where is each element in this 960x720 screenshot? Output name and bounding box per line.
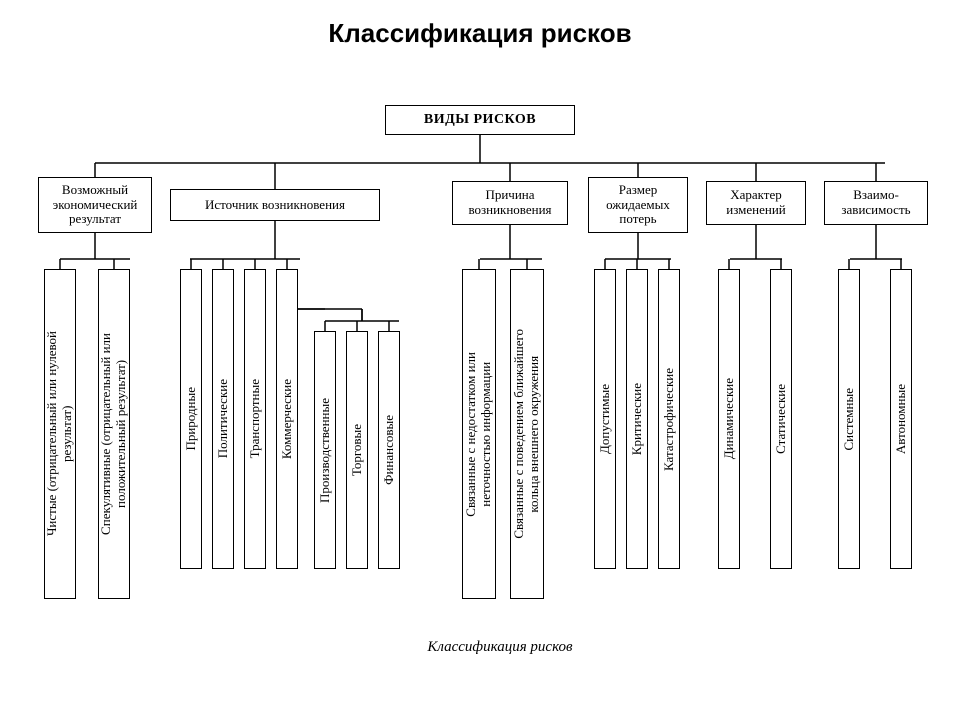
leaf-speculative: Спекулятивные (отрицательный или положит… [98,269,130,599]
category-interdep: Взаимо-зависимость [824,181,928,225]
diagram-canvas: ВИДЫ РИСКОВ Возможныйэкономическийрезульт… [0,49,960,689]
leaf-dynamic: Динамические [718,269,740,569]
diagram-caption: Классификация рисков [380,639,620,656]
leaf-catastrophic: Катастрофические [658,269,680,569]
leaf-static: Статические [770,269,792,569]
leaf-commercial: Коммерческие [276,269,298,569]
leaf-trade: Торговые [346,331,368,569]
leaf-info: Связанные с недостатком или неточностью … [462,269,496,599]
leaf-production: Производственные [314,331,336,569]
category-size: Размерожидаемыхпотерь [588,177,688,233]
leaf-acceptable: Допустимые [594,269,616,569]
leaf-pure: Чистые (отрицательный или нулевой резуль… [44,269,76,599]
leaf-financial: Финансовые [378,331,400,569]
leaf-political: Политические [212,269,234,569]
page-title: Классификация рисков [0,0,960,49]
leaf-behavior: Связанные с поведением ближайшего кольца… [510,269,544,599]
leaf-autonomous: Автономные [890,269,912,569]
leaf-natural: Природные [180,269,202,569]
category-nature: Характеризменений [706,181,806,225]
category-result: Возможныйэкономическийрезультат [38,177,152,233]
category-cause: Причинавозникновения [452,181,568,225]
root-node: ВИДЫ РИСКОВ [385,105,575,135]
category-source: Источник возникновения [170,189,380,221]
leaf-transport: Транспортные [244,269,266,569]
leaf-systemic: Системные [838,269,860,569]
leaf-critical: Критические [626,269,648,569]
